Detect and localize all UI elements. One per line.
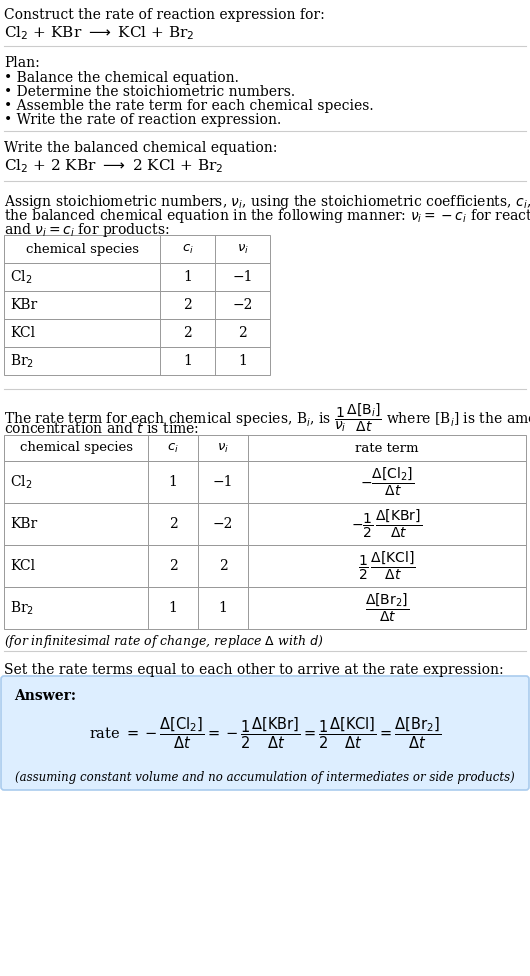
Bar [4, 291, 270, 319]
Text: Cl$_2$: Cl$_2$ [10, 473, 32, 491]
Text: Cl$_2$: Cl$_2$ [10, 268, 32, 286]
Text: 1: 1 [169, 475, 178, 489]
Text: KCl: KCl [10, 326, 35, 340]
Text: Construct the rate of reaction expression for:: Construct the rate of reaction expressio… [4, 8, 325, 22]
Text: Cl$_2$ + 2 KBr $\longrightarrow$ 2 KCl + Br$_2$: Cl$_2$ + 2 KBr $\longrightarrow$ 2 KCl +… [4, 157, 224, 175]
Text: KBr: KBr [10, 298, 37, 312]
Text: 1: 1 [169, 601, 178, 615]
Text: chemical species: chemical species [20, 441, 132, 455]
Text: 2: 2 [183, 298, 192, 312]
FancyBboxPatch shape [1, 676, 529, 790]
Text: The rate term for each chemical species, B$_i$, is $\dfrac{1}{\nu_i}\dfrac{\Delt: The rate term for each chemical species,… [4, 401, 530, 433]
Text: • Assemble the rate term for each chemical species.: • Assemble the rate term for each chemic… [4, 99, 374, 113]
Text: Answer:: Answer: [14, 689, 76, 703]
Bar [4, 235, 270, 263]
Text: 1: 1 [218, 601, 227, 615]
Text: $\nu_i$: $\nu_i$ [236, 242, 249, 256]
Text: KBr: KBr [10, 517, 37, 531]
Bar [4, 347, 270, 375]
Bar [4, 435, 526, 461]
Text: the balanced chemical equation in the following manner: $\nu_i = -c_i$ for react: the balanced chemical equation in the fo… [4, 207, 530, 225]
Text: (for infinitesimal rate of change, replace $\Delta$ with $d$): (for infinitesimal rate of change, repla… [4, 633, 323, 650]
Text: $\dfrac{\Delta[\mathrm{Br_2}]}{\Delta t}$: $\dfrac{\Delta[\mathrm{Br_2}]}{\Delta t}… [365, 591, 409, 625]
Text: (assuming constant volume and no accumulation of intermediates or side products): (assuming constant volume and no accumul… [15, 770, 515, 784]
Text: • Write the rate of reaction expression.: • Write the rate of reaction expression. [4, 113, 281, 127]
Text: 2: 2 [169, 517, 178, 531]
Bar [4, 503, 526, 545]
Text: and $\nu_i = c_i$ for products:: and $\nu_i = c_i$ for products: [4, 221, 170, 239]
Text: KCl: KCl [10, 559, 35, 573]
Text: Write the balanced chemical equation:: Write the balanced chemical equation: [4, 141, 277, 155]
Text: −2: −2 [213, 517, 233, 531]
Text: Br$_2$: Br$_2$ [10, 599, 34, 617]
Text: 2: 2 [169, 559, 178, 573]
Bar [4, 263, 270, 291]
Text: concentration and $t$ is time:: concentration and $t$ is time: [4, 421, 199, 436]
Bar [4, 545, 526, 587]
Text: 1: 1 [183, 270, 192, 284]
Text: rate term: rate term [355, 441, 419, 455]
Text: • Balance the chemical equation.: • Balance the chemical equation. [4, 71, 239, 85]
Text: −2: −2 [232, 298, 253, 312]
Text: chemical species: chemical species [25, 242, 138, 256]
Bar [4, 461, 526, 503]
Text: Set the rate terms equal to each other to arrive at the rate expression:: Set the rate terms equal to each other t… [4, 663, 504, 677]
Text: rate $= -\dfrac{\Delta[\mathrm{Cl_2}]}{\Delta t} = -\dfrac{1}{2}\dfrac{\Delta[\m: rate $= -\dfrac{\Delta[\mathrm{Cl_2}]}{\… [89, 715, 441, 751]
Bar [4, 319, 270, 347]
Text: $\nu_i$: $\nu_i$ [217, 441, 229, 455]
Text: −1: −1 [232, 270, 253, 284]
Bar [4, 587, 526, 629]
Text: 2: 2 [183, 326, 192, 340]
Text: $c_i$: $c_i$ [167, 441, 179, 455]
Text: Br$_2$: Br$_2$ [10, 352, 34, 370]
Text: Plan:: Plan: [4, 56, 40, 70]
Text: Assign stoichiometric numbers, $\nu_i$, using the stoichiometric coefficients, $: Assign stoichiometric numbers, $\nu_i$, … [4, 193, 530, 211]
Text: $-\dfrac{\Delta[\mathrm{Cl_2}]}{\Delta t}$: $-\dfrac{\Delta[\mathrm{Cl_2}]}{\Delta t… [360, 466, 414, 498]
Text: $-\dfrac{1}{2}\,\dfrac{\Delta[\mathrm{KBr}]}{\Delta t}$: $-\dfrac{1}{2}\,\dfrac{\Delta[\mathrm{KB… [351, 508, 422, 540]
Text: • Determine the stoichiometric numbers.: • Determine the stoichiometric numbers. [4, 85, 295, 99]
Text: $\dfrac{1}{2}\,\dfrac{\Delta[\mathrm{KCl}]}{\Delta t}$: $\dfrac{1}{2}\,\dfrac{\Delta[\mathrm{KCl… [358, 549, 416, 582]
Text: 2: 2 [238, 326, 247, 340]
Text: 1: 1 [183, 354, 192, 368]
Text: $c_i$: $c_i$ [182, 242, 193, 256]
Text: 2: 2 [218, 559, 227, 573]
Text: 1: 1 [238, 354, 247, 368]
Text: Cl$_2$ + KBr $\longrightarrow$ KCl + Br$_2$: Cl$_2$ + KBr $\longrightarrow$ KCl + Br$… [4, 24, 195, 42]
Text: −1: −1 [213, 475, 233, 489]
